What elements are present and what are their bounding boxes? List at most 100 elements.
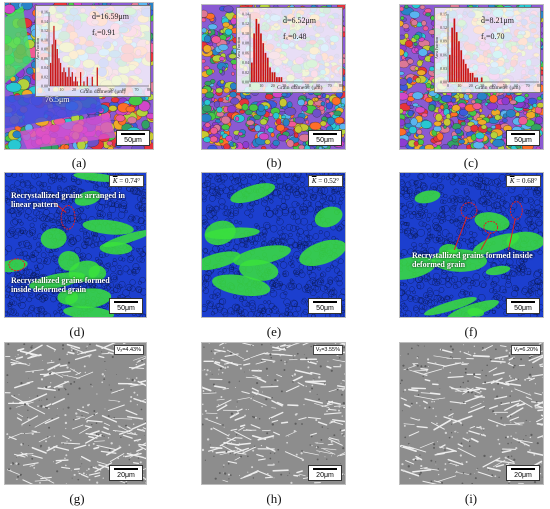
sem-image-h bbox=[202, 343, 345, 484]
panel-d-kam-map: K = 0.74° Recrystallized grains arranged… bbox=[4, 172, 147, 318]
x-tick-label: 30 bbox=[85, 87, 89, 92]
mean-diameter-a: d̄=16.59μm bbox=[92, 12, 130, 21]
x-tick-label: 70 bbox=[328, 83, 332, 88]
histogram-inset-a: 0.16 0.14 0.12 0.10 0.08 0.06 0.04 0.02 0.00 0 10 2… bbox=[35, 5, 151, 97]
histogram-bar bbox=[460, 50, 463, 82]
y-tick-label: 0.16 bbox=[41, 10, 48, 15]
sem-image-i bbox=[400, 343, 543, 484]
x-tick-label: 30 bbox=[282, 83, 286, 88]
caption-d: (d) bbox=[69, 324, 85, 339]
histogram-bar bbox=[276, 77, 278, 82]
histogram-bar bbox=[257, 23, 260, 82]
histogram-bar bbox=[60, 62, 62, 87]
histogram-bar bbox=[61, 72, 63, 87]
x-tick-label: 80 bbox=[147, 87, 151, 92]
histogram-bar bbox=[255, 18, 258, 82]
x-tick-label: 80 bbox=[339, 83, 343, 88]
histogram-bar bbox=[65, 72, 67, 87]
y-tick-label: 0.03 bbox=[440, 66, 447, 71]
volume-fraction-h: Vₓ=3.55% bbox=[312, 345, 343, 355]
histogram-bar bbox=[280, 77, 283, 82]
histogram-bar bbox=[262, 43, 265, 82]
scale-text-e: 50μm bbox=[316, 305, 334, 312]
histogram-bar bbox=[260, 33, 262, 82]
x-tick-label: 20 bbox=[72, 87, 76, 92]
y-tick-label: 0.08 bbox=[41, 47, 48, 52]
kappa-text-d: = 0.74° bbox=[119, 177, 140, 185]
scale-bar-i: 20μm bbox=[506, 465, 540, 481]
y-tick-label: 0.00 bbox=[41, 84, 48, 89]
histogram-bar bbox=[70, 76, 72, 86]
kam-map-f bbox=[400, 173, 543, 317]
x-tick-label: 0 bbox=[249, 83, 251, 88]
panel-c-ebsd-map: 0.15 0.12 0.09 0.06 0.03 0.00 0 10 20 30 40 50 60 70 8… bbox=[399, 4, 544, 150]
scale-text-a: 50μm bbox=[124, 137, 142, 144]
kam-value-e: K = 0.52° bbox=[307, 175, 343, 187]
scale-text-f: 50μm bbox=[514, 305, 532, 312]
y-tick-label: 0.14 bbox=[41, 19, 48, 24]
x-tick-label: 70 bbox=[526, 83, 530, 88]
histogram-bar bbox=[66, 76, 68, 86]
kappa-symbol-f: K bbox=[509, 177, 515, 185]
histogram-bar bbox=[55, 39, 57, 86]
scale-bar-e: 50μm bbox=[308, 298, 342, 314]
volume-fraction-g: Vₓ=4.43% bbox=[113, 345, 144, 355]
scale-text-d: 50μm bbox=[117, 305, 135, 312]
x-tick-label: 20 bbox=[469, 83, 473, 88]
scale-bar-g: 20μm bbox=[109, 465, 143, 481]
x-tick-label: 50 bbox=[305, 83, 309, 88]
histogram-bar bbox=[80, 72, 82, 87]
histogram-bar bbox=[269, 67, 271, 82]
histogram-bar bbox=[480, 77, 483, 82]
x-tick-label: 40 bbox=[492, 83, 496, 88]
y-tick-label: 0.00 bbox=[242, 80, 249, 85]
histogram-bar bbox=[453, 18, 456, 82]
panel-h-sem-image: Vₓ=3.55% 20μm bbox=[201, 342, 346, 485]
histogram-bar bbox=[71, 72, 73, 87]
panel-a-ebsd-map: 0.16 0.14 0.12 0.10 0.08 0.06 0.04 0.02 0.00 0 10 2… bbox=[4, 2, 154, 150]
x-tick-label: 60 bbox=[122, 87, 126, 92]
scale-bar-h: 20μm bbox=[308, 465, 342, 481]
caption-i: (i) bbox=[464, 491, 478, 506]
histogram-bar bbox=[83, 81, 85, 87]
x-tick-label: 70 bbox=[135, 87, 139, 92]
y-tick-label: 0.15 bbox=[440, 12, 447, 17]
kappa-text-e: = 0.52° bbox=[318, 177, 339, 185]
histogram-bar bbox=[86, 76, 88, 86]
histogram-bar bbox=[58, 58, 60, 86]
histogram-bar bbox=[91, 76, 93, 86]
y-tick-label: 0.02 bbox=[242, 70, 249, 75]
y-tick-label: 0.04 bbox=[242, 60, 249, 65]
y-axis-label: Area Fraction bbox=[435, 37, 439, 59]
caption-c: (c) bbox=[463, 155, 479, 170]
x-axis-label-a: Grain diameter (μm) bbox=[80, 89, 126, 95]
histogram-bar bbox=[476, 77, 478, 82]
caption-g: (g) bbox=[69, 491, 85, 506]
scale-bar-d: 50μm bbox=[109, 298, 143, 314]
panel-g-sem-image: Vₓ=4.43% 20μm bbox=[4, 342, 147, 485]
annotation-inside-deformed-f: Recrystallized grains formed inside defo… bbox=[412, 251, 533, 269]
x-axis-label-b: Grain diameter (μm) bbox=[277, 85, 323, 91]
histogram-bar bbox=[56, 49, 58, 86]
y-tick-label: 0.12 bbox=[440, 25, 447, 30]
scale-text-c: 50μm bbox=[514, 137, 532, 144]
kam-value-f: K = 0.68° bbox=[505, 175, 541, 187]
panel-f-kam-map: K = 0.68° Recrystallized grains formed i… bbox=[399, 172, 544, 318]
mean-diameter-b: d̄=6.52μm bbox=[283, 16, 317, 25]
y-tick-label: 0.04 bbox=[41, 65, 48, 70]
y-tick-label: 0.06 bbox=[41, 56, 48, 61]
x-tick-label: 30 bbox=[480, 83, 484, 88]
histogram-bar bbox=[469, 72, 472, 82]
scale-bar-f: 50μm bbox=[506, 298, 540, 314]
caption-f: (f) bbox=[464, 324, 478, 339]
kappa-symbol-e: K bbox=[311, 177, 317, 185]
histogram-bar bbox=[96, 67, 98, 86]
scale-text-i: 20μm bbox=[514, 472, 532, 479]
histogram-bar bbox=[50, 62, 52, 87]
y-axis-label: Area Fraction bbox=[36, 38, 40, 60]
x-tick-label: 0 bbox=[447, 83, 449, 88]
histogram-inset-b: 0.14 0.12 0.10 0.08 0.06 0.04 0.02 0.00 0 10 20 30 4… bbox=[236, 7, 343, 93]
kam-map-e bbox=[202, 173, 345, 317]
scale-bar-a: 50μm bbox=[116, 130, 150, 146]
y-tick-label: 0.06 bbox=[440, 52, 447, 57]
